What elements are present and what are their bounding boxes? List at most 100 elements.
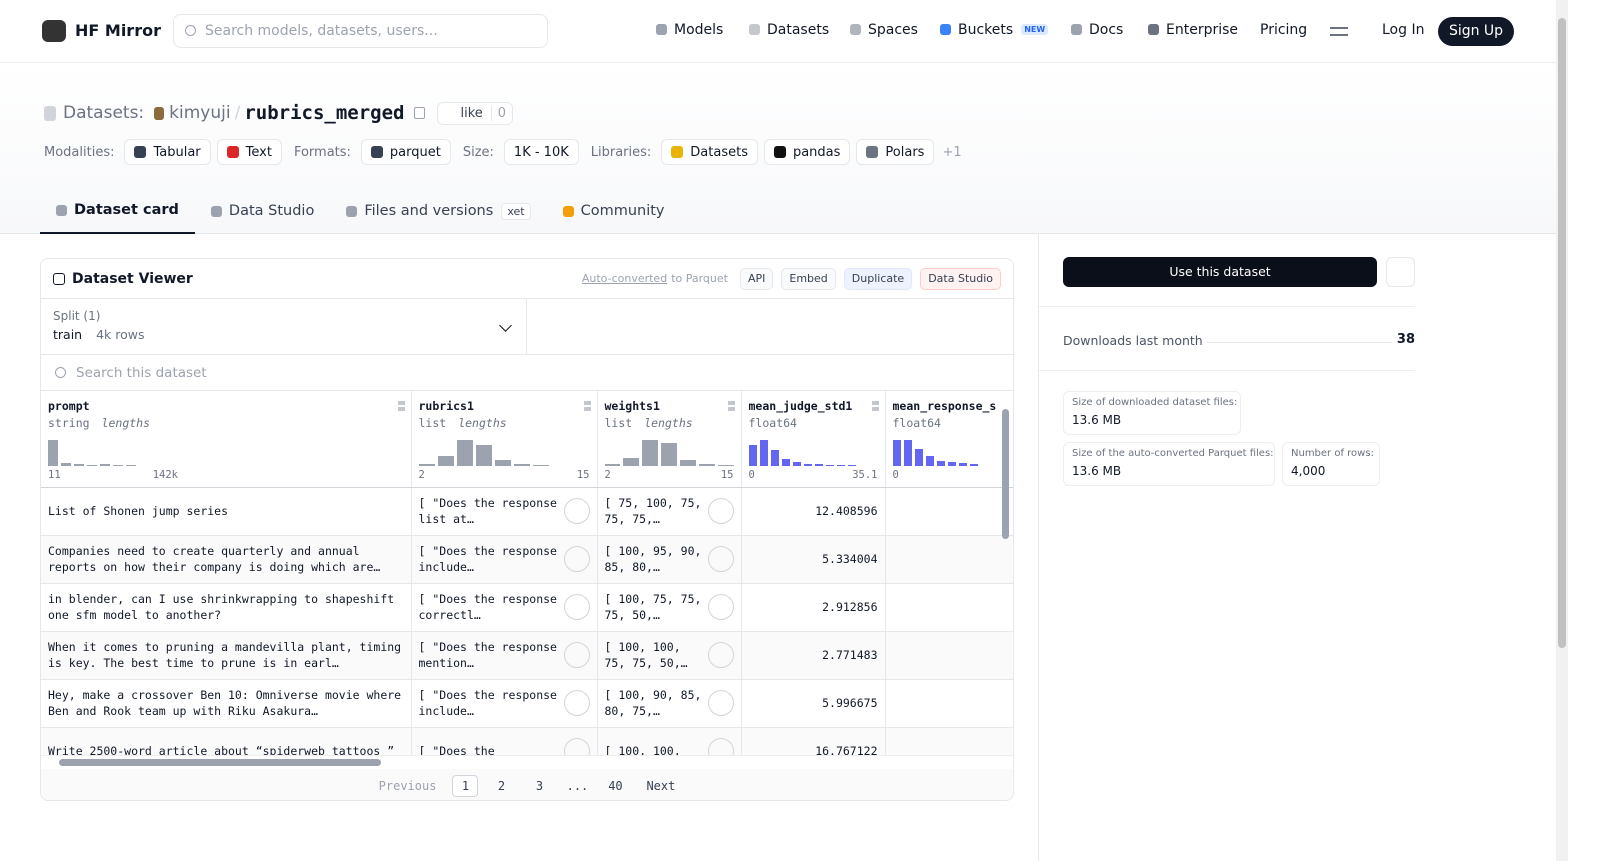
cell: [ 100, 90, 85, 80, 75,…	[597, 679, 742, 728]
repo-name[interactable]: rubrics_merged	[244, 102, 405, 124]
title-row: Datasets: kimyuji / rubrics_merged like 0	[44, 100, 514, 126]
tag[interactable]: Datasets	[661, 139, 758, 165]
viewer-button[interactable]: Duplicate	[843, 267, 913, 290]
hist-bar	[717, 464, 734, 466]
cell: 2.912856	[741, 583, 886, 632]
hist-bar	[456, 440, 473, 466]
page[interactable]: 2	[497, 778, 506, 793]
grid-icon	[53, 272, 65, 285]
cell-wrap: [ "Does the response include…	[419, 543, 590, 575]
nav-link[interactable]: Datasets	[749, 22, 829, 38]
nav-link[interactable]: Docs	[1071, 22, 1123, 38]
nav-link[interactable]: Buckets NEW	[940, 22, 1049, 38]
histogram	[748, 440, 878, 466]
more-button[interactable]	[1386, 257, 1415, 287]
nav-link[interactable]: Enterprise	[1148, 22, 1238, 38]
cell: [ 75, 100, 75, 75, 75,…	[597, 487, 742, 536]
cell: List of Shonen jump series	[41, 487, 412, 536]
sort-icon[interactable]	[727, 401, 735, 411]
expand-button[interactable]	[707, 546, 734, 572]
tag[interactable]: 1K - 10K	[503, 139, 579, 165]
page[interactable]: 1	[452, 774, 479, 797]
data-row: Write 2500-word article about “spiderweb…	[41, 727, 1013, 755]
expand-button[interactable]	[563, 738, 590, 755]
hist-bar	[770, 450, 779, 466]
cell-text: in blender, can I use shrinkwrapping to …	[48, 592, 395, 622]
login[interactable]: Log In	[1382, 22, 1425, 38]
viewer-button[interactable]: Embed	[781, 267, 836, 290]
viewer-button[interactable]: Data Studio	[920, 267, 1001, 290]
menu-icon[interactable]	[1330, 27, 1348, 36]
nav-link-text: Spaces	[868, 22, 918, 38]
use-dataset[interactable]: Use this dataset	[1063, 257, 1377, 287]
expand-button[interactable]	[707, 642, 734, 668]
search-icon	[185, 25, 196, 36]
like-text: like	[438, 105, 492, 121]
hist-bar	[126, 464, 136, 466]
copy-icon[interactable]	[414, 107, 426, 119]
owner[interactable]: kimyuji	[169, 103, 231, 123]
cell: 2.771483	[741, 631, 886, 680]
page[interactable]: 3	[535, 778, 544, 793]
column-header: mean_judge_std1 float64 0 35.1	[741, 391, 886, 488]
scroll-thumb	[1558, 18, 1566, 648]
expand-button[interactable]	[563, 498, 590, 524]
hist-bar	[792, 462, 801, 466]
like-button[interactable]: like 0	[437, 101, 514, 125]
tab[interactable]: Files and versions xet	[330, 188, 546, 234]
divider	[1039, 306, 1415, 307]
tag[interactable]: pandas	[763, 139, 851, 165]
search-box[interactable]: Search models, datasets, users...	[173, 14, 548, 48]
signup[interactable]: Sign Up	[1438, 17, 1514, 46]
hist-axis: 2 15	[419, 469, 590, 481]
expand-button[interactable]	[707, 738, 734, 755]
cell-text: 5.996675	[822, 696, 878, 710]
to-parquet: to Parquet	[671, 272, 728, 285]
sort-icon[interactable]	[397, 401, 405, 411]
expand-button[interactable]	[563, 690, 590, 716]
tag[interactable]: Text	[216, 139, 282, 165]
expand-button[interactable]	[563, 594, 590, 620]
tab[interactable]: Dataset card	[40, 188, 195, 234]
info-card: Number of rows: 4,000	[1282, 442, 1380, 486]
hist-min: 0	[892, 469, 899, 481]
cell-text: Companies need to create quarterly and a…	[48, 544, 381, 574]
nav-link[interactable]: Spaces	[850, 22, 918, 38]
page[interactable]: ...	[566, 778, 589, 793]
expand-button[interactable]	[707, 594, 734, 620]
hist-bar	[914, 449, 923, 466]
tab-text: Files and versions	[364, 203, 494, 219]
expand-button[interactable]	[707, 690, 734, 716]
tab-text: Data Studio	[228, 203, 315, 219]
page[interactable]: 40	[608, 778, 623, 793]
nav-link-text: Models	[674, 22, 724, 38]
prev: Previous	[378, 778, 437, 793]
expand-button[interactable]	[707, 498, 734, 524]
sort-icon[interactable]	[871, 401, 879, 411]
next[interactable]: Next	[646, 778, 676, 793]
nav-link[interactable]: Models	[656, 22, 723, 38]
histogram	[418, 440, 590, 466]
tab[interactable]: Community	[547, 188, 681, 234]
cell-wrap: [ "Does the response list at…	[419, 495, 590, 527]
hist-bar	[418, 463, 435, 466]
hist-bar	[847, 464, 856, 466]
expand-button[interactable]	[563, 642, 590, 668]
column-name: rubrics1	[418, 399, 474, 413]
cell-text: 16.767122	[815, 744, 878, 755]
cell: 4.8	[885, 583, 1013, 632]
nav-link[interactable]: Pricing	[1260, 22, 1307, 38]
split-select[interactable]: Split (1) train 4k rows	[41, 299, 527, 354]
sort-icon[interactable]	[583, 401, 591, 411]
tag[interactable]: Tabular	[124, 139, 211, 165]
auto-converted[interactable]: Auto-converted	[581, 272, 668, 285]
tag[interactable]: Polars	[856, 139, 935, 165]
cell-wrap: [ 100, 75, 75, 75, 50,…	[605, 591, 734, 623]
hist-max: 142k	[152, 469, 178, 481]
tab[interactable]: Data Studio	[195, 188, 330, 234]
expand-button[interactable]	[563, 546, 590, 572]
viewer-button[interactable]: API	[739, 267, 774, 290]
tag-text: Polars	[885, 144, 925, 160]
tag[interactable]: parquet	[360, 139, 451, 165]
